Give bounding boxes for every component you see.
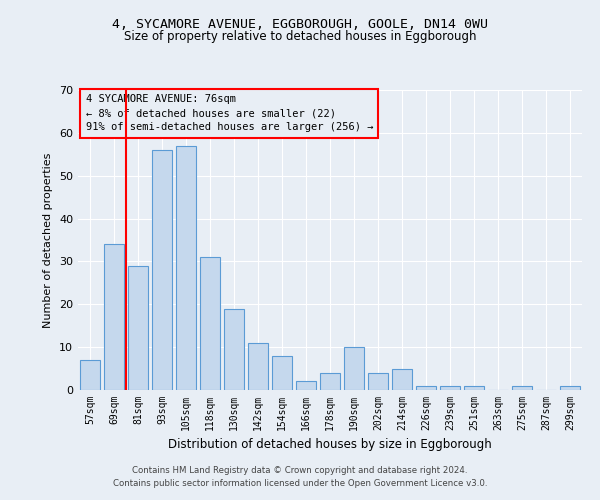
Bar <box>296 382 316 390</box>
Bar <box>224 308 244 390</box>
Bar <box>512 386 532 390</box>
Text: Contains HM Land Registry data © Crown copyright and database right 2024.
Contai: Contains HM Land Registry data © Crown c… <box>113 466 487 487</box>
Bar <box>176 146 196 390</box>
Bar <box>80 360 100 390</box>
Bar <box>392 368 412 390</box>
Bar <box>464 386 484 390</box>
Text: Size of property relative to detached houses in Eggborough: Size of property relative to detached ho… <box>124 30 476 43</box>
Text: 4, SYCAMORE AVENUE, EGGBOROUGH, GOOLE, DN14 0WU: 4, SYCAMORE AVENUE, EGGBOROUGH, GOOLE, D… <box>112 18 488 30</box>
Y-axis label: Number of detached properties: Number of detached properties <box>43 152 53 328</box>
Bar <box>344 347 364 390</box>
Bar <box>128 266 148 390</box>
Bar <box>248 343 268 390</box>
Bar <box>440 386 460 390</box>
X-axis label: Distribution of detached houses by size in Eggborough: Distribution of detached houses by size … <box>168 438 492 452</box>
Bar <box>416 386 436 390</box>
Bar <box>200 257 220 390</box>
Bar <box>272 356 292 390</box>
Bar <box>368 373 388 390</box>
Text: 4 SYCAMORE AVENUE: 76sqm
← 8% of detached houses are smaller (22)
91% of semi-de: 4 SYCAMORE AVENUE: 76sqm ← 8% of detache… <box>86 94 373 132</box>
Bar <box>320 373 340 390</box>
Bar <box>104 244 124 390</box>
Bar <box>560 386 580 390</box>
Bar <box>152 150 172 390</box>
